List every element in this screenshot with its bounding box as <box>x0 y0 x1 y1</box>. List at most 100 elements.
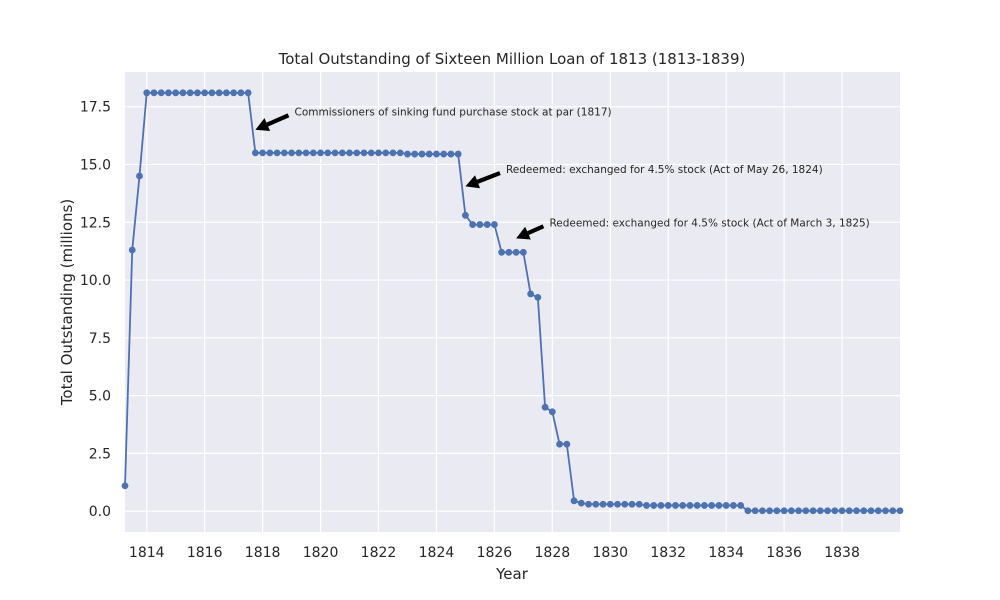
data-point <box>896 507 904 515</box>
data-point <box>201 89 209 97</box>
data-point <box>614 500 621 508</box>
data-point <box>208 89 216 97</box>
data-point <box>425 150 433 158</box>
data-point <box>288 149 295 157</box>
data-point <box>701 502 708 509</box>
data-point <box>244 89 252 97</box>
data-point <box>563 440 571 448</box>
data-point <box>179 89 187 97</box>
data-point <box>527 290 535 298</box>
x-tick-label: 1838 <box>824 545 860 561</box>
x-tick-label: 1824 <box>419 545 455 561</box>
data-point <box>853 507 860 515</box>
annotation-text: Redeemed: exchanged for 4.5% stock (Act … <box>506 164 823 176</box>
annotation-arrow-head <box>465 175 481 189</box>
data-point <box>795 507 802 515</box>
data-point <box>556 440 563 448</box>
data-point <box>686 502 694 509</box>
data-point <box>874 507 882 515</box>
data-point <box>519 248 527 256</box>
data-point <box>831 507 839 515</box>
data-point <box>237 89 245 97</box>
data-point <box>121 482 129 490</box>
annotation-text: Commissioners of sinking fund purchase s… <box>294 106 611 118</box>
data-point <box>172 89 180 97</box>
data-point <box>440 150 448 158</box>
data-point <box>737 502 745 509</box>
data-point <box>165 89 172 97</box>
x-tick-label: 1820 <box>303 545 339 561</box>
series-layer <box>121 89 904 515</box>
y-axis-label: Total Outstanding (millions) <box>58 199 76 406</box>
x-axis-label: Year <box>495 565 529 583</box>
data-point <box>295 149 303 157</box>
data-point <box>338 149 346 157</box>
data-point <box>215 89 223 97</box>
y-tick-label: 10.0 <box>80 273 111 289</box>
data-point <box>447 150 455 158</box>
data-point <box>186 89 194 97</box>
data-point <box>157 89 165 97</box>
data-point <box>643 502 650 509</box>
data-point <box>816 507 824 515</box>
data-point <box>223 89 230 97</box>
data-point <box>302 149 310 157</box>
annotation-text: Redeemed: exchanged for 4.5% stock (Act … <box>549 217 869 229</box>
data-point <box>650 502 658 509</box>
data-point <box>512 248 520 256</box>
y-tick-labels: 0.0 2.5 5.0 7.5 10.0 12.5 15.0 17.5 <box>80 100 111 521</box>
y-tick-label: 15.0 <box>80 157 111 173</box>
data-point <box>824 507 831 515</box>
data-point <box>324 149 332 157</box>
data-point <box>194 89 201 97</box>
data-point <box>679 502 687 509</box>
data-point <box>273 149 281 157</box>
data-point <box>802 507 810 515</box>
data-point <box>541 403 549 411</box>
data-point <box>136 172 143 180</box>
x-tick-label: 1828 <box>535 545 571 561</box>
data-point <box>548 408 556 416</box>
y-tick-label: 5.0 <box>89 389 111 405</box>
data-point <box>780 507 788 515</box>
data-point <box>657 502 665 509</box>
grid <box>125 72 900 532</box>
annotation-arrow-shaft <box>527 224 545 236</box>
y-tick-label: 12.5 <box>80 215 111 231</box>
data-point <box>462 211 469 219</box>
x-tick-label: 1822 <box>361 545 397 561</box>
annotation-arrow-head <box>516 226 531 240</box>
data-point <box>606 500 614 508</box>
data-point <box>490 221 498 228</box>
data-point <box>708 502 716 509</box>
data-point <box>150 89 158 97</box>
x-tick-label: 1834 <box>708 545 744 561</box>
data-point <box>730 502 737 509</box>
data-point <box>251 149 259 157</box>
annotation-arrow-head <box>255 118 271 131</box>
data-point <box>375 149 382 157</box>
data-point <box>309 149 317 157</box>
data-point <box>867 507 875 515</box>
data-point <box>845 507 853 515</box>
y-tick-label: 7.5 <box>89 331 111 347</box>
data-point <box>476 221 484 228</box>
data-point <box>382 149 390 157</box>
data-point <box>628 500 636 508</box>
data-point <box>585 500 592 508</box>
x-tick-label: 1826 <box>477 545 513 561</box>
data-point <box>396 149 404 157</box>
data-point <box>672 502 679 509</box>
y-tick-label: 2.5 <box>89 446 111 462</box>
data-point <box>744 507 752 515</box>
data-point <box>280 149 288 157</box>
data-point <box>505 248 513 256</box>
data-point <box>882 507 889 515</box>
data-point <box>664 502 672 509</box>
data-point <box>266 149 274 157</box>
data-point <box>758 507 766 515</box>
data-point <box>592 500 600 508</box>
annotation-texts: Commissioners of sinking fund purchase s… <box>294 106 869 229</box>
data-point <box>389 149 397 157</box>
data-point <box>230 89 238 97</box>
